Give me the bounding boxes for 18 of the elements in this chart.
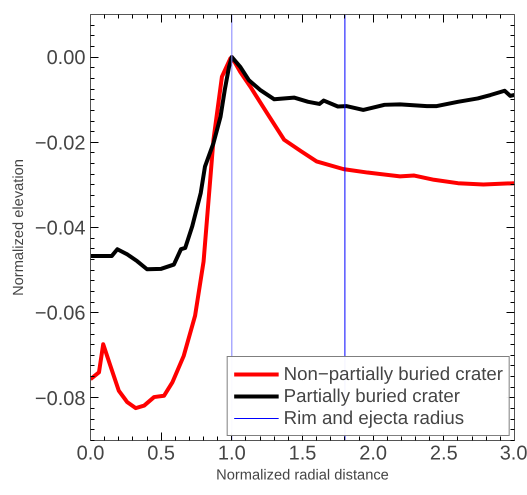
legend-label: Partially buried crater bbox=[284, 385, 460, 407]
ref-line-label: Rim and ejecta radius bbox=[284, 407, 464, 429]
y-tick-label: −0.04 bbox=[34, 218, 86, 240]
x-tick-label: 3.0 bbox=[500, 442, 527, 464]
y-axis-title: Normalized elevation bbox=[10, 159, 27, 296]
y-tick-label: −0.02 bbox=[34, 132, 86, 154]
x-tick-label: 0.5 bbox=[147, 442, 176, 464]
x-tick-label: 2.0 bbox=[359, 442, 388, 464]
x-tick-label: 1.5 bbox=[288, 442, 316, 464]
x-tick-label: 1.0 bbox=[218, 442, 246, 464]
y-tick-label: −0.08 bbox=[34, 388, 86, 410]
y-tick-label: 0.00 bbox=[46, 47, 86, 70]
line-series bbox=[90, 55, 514, 410]
x-tick-label: 0.0 bbox=[76, 442, 104, 464]
x-axis-title: Normalized radial distance bbox=[216, 468, 389, 484]
y-tick-label: −0.06 bbox=[34, 302, 86, 325]
legend-label: Non−partially buried crater bbox=[284, 363, 503, 385]
x-tick-label: 2.5 bbox=[430, 442, 458, 464]
